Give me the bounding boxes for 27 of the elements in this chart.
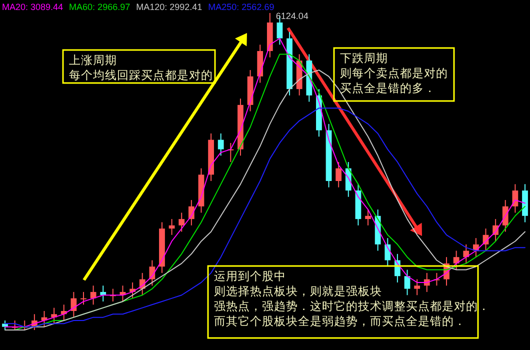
candlestick	[149, 260, 156, 286]
text: MA120: 2992.41	[136, 2, 202, 12]
annotation: 下跌周期	[340, 51, 388, 65]
annotation: 强热点，强趋势．这时它的技术调整买点都是对的．	[214, 299, 490, 313]
candlestick	[80, 291, 86, 306]
annotation: 上涨周期	[69, 53, 117, 67]
candlestick	[336, 161, 342, 188]
candlestick	[70, 291, 77, 318]
candlestick	[365, 209, 371, 226]
candlestick	[414, 278, 420, 296]
annotation: 运用到个股中	[214, 269, 286, 283]
annotation: 买点全是错的多．	[340, 81, 436, 95]
annotation: 而其它个股板块全是弱趋势，而买点全是错的．	[214, 314, 466, 328]
annotation: 每个均线回踩买点都是对的	[69, 68, 213, 82]
candlestick	[502, 200, 508, 232]
annotation: 6124.04	[276, 11, 308, 21]
candlestick	[453, 250, 460, 270]
text: MA60: 2966.97	[69, 2, 130, 12]
candlestick	[404, 269, 410, 296]
annotation: 则选择热点板块，则就是强板块	[214, 284, 382, 298]
candlestick	[178, 212, 185, 232]
candlestick	[512, 184, 518, 214]
candlestick	[384, 238, 391, 268]
candlestick	[218, 132, 224, 156]
text: MA20: 3089.44	[2, 2, 64, 12]
annotation: 则每个卖点都是对的	[340, 66, 448, 80]
text: MA250: 2562.69	[208, 2, 274, 12]
